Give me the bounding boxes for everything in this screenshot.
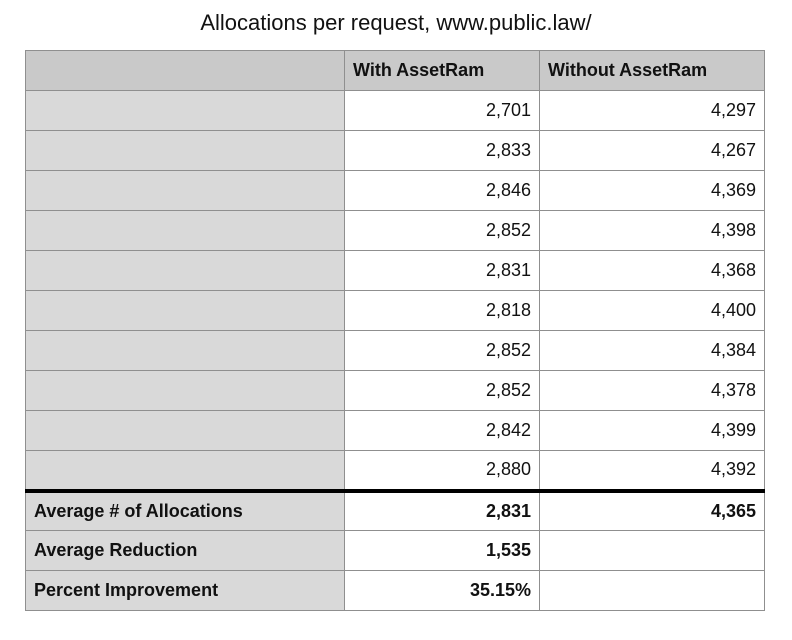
allocations-table: With AssetRam Without AssetRam 2,701 4,29… xyxy=(25,50,765,611)
column-header-without-assetram: Without AssetRam xyxy=(539,50,765,91)
without-assetram-cell: 4,369 xyxy=(539,170,765,211)
summary-rows: Average # of Allocations 2,831 4,365 Averag… xyxy=(25,488,765,611)
table-row: 2,818 4,400 xyxy=(25,290,765,331)
table-row: 2,842 4,399 xyxy=(25,410,765,451)
column-header-blank xyxy=(25,50,345,91)
row-label-cell xyxy=(25,90,345,131)
without-assetram-cell: 4,365 xyxy=(539,488,765,531)
with-assetram-cell: 2,852 xyxy=(344,210,540,251)
row-label-cell xyxy=(25,450,345,491)
without-assetram-cell: 4,368 xyxy=(539,250,765,291)
row-label-cell: Average # of Allocations xyxy=(25,488,345,531)
table-row: 2,846 4,369 xyxy=(25,170,765,211)
table-row: 2,852 4,398 xyxy=(25,210,765,251)
data-rows: 2,701 4,297 2,833 4,267 2,846 4,369 2,852 4,398… xyxy=(25,90,765,491)
summary-row: Percent Improvement 35.15% xyxy=(25,570,765,611)
table-row: 2,880 4,392 xyxy=(25,450,765,491)
with-assetram-cell: 2,846 xyxy=(344,170,540,211)
without-assetram-cell: 4,392 xyxy=(539,450,765,491)
row-label-cell xyxy=(25,410,345,451)
without-assetram-cell: 4,267 xyxy=(539,130,765,171)
row-label-cell: Average Reduction xyxy=(25,530,345,571)
with-assetram-cell: 2,833 xyxy=(344,130,540,171)
table-row: 2,701 4,297 xyxy=(25,90,765,131)
with-assetram-cell: 2,842 xyxy=(344,410,540,451)
with-assetram-cell: 2,852 xyxy=(344,370,540,411)
with-assetram-cell: 2,818 xyxy=(344,290,540,331)
with-assetram-cell: 2,701 xyxy=(344,90,540,131)
summary-row: Average # of Allocations 2,831 4,365 xyxy=(25,488,765,531)
without-assetram-cell xyxy=(539,570,765,611)
table-row: 2,833 4,267 xyxy=(25,130,765,171)
row-label-cell xyxy=(25,250,345,291)
summary-row: Average Reduction 1,535 xyxy=(25,530,765,571)
without-assetram-cell: 4,399 xyxy=(539,410,765,451)
table-row: 2,852 4,378 xyxy=(25,370,765,411)
without-assetram-cell: 4,400 xyxy=(539,290,765,331)
column-header-with-assetram: With AssetRam xyxy=(344,50,540,91)
row-label-cell xyxy=(25,130,345,171)
without-assetram-cell: 4,297 xyxy=(539,90,765,131)
table-row: 2,831 4,368 xyxy=(25,250,765,291)
without-assetram-cell: 4,378 xyxy=(539,370,765,411)
table-row: 2,852 4,384 xyxy=(25,330,765,371)
table-title: Allocations per request, www.public.law/ xyxy=(200,10,592,35)
row-label-cell xyxy=(25,370,345,411)
row-label-cell: Percent Improvement xyxy=(25,570,345,611)
without-assetram-cell: 4,384 xyxy=(539,330,765,371)
row-label-cell xyxy=(25,330,345,371)
row-label-cell xyxy=(25,170,345,211)
with-assetram-cell: 35.15% xyxy=(344,570,540,611)
row-label-cell xyxy=(25,290,345,331)
without-assetram-cell: 4,398 xyxy=(539,210,765,251)
header-row: With AssetRam Without AssetRam xyxy=(25,50,765,91)
with-assetram-cell: 1,535 xyxy=(344,530,540,571)
row-label-cell xyxy=(25,210,345,251)
with-assetram-cell: 2,831 xyxy=(344,250,540,291)
with-assetram-cell: 2,880 xyxy=(344,450,540,491)
with-assetram-cell: 2,852 xyxy=(344,330,540,371)
with-assetram-cell: 2,831 xyxy=(344,488,540,531)
without-assetram-cell xyxy=(539,530,765,571)
